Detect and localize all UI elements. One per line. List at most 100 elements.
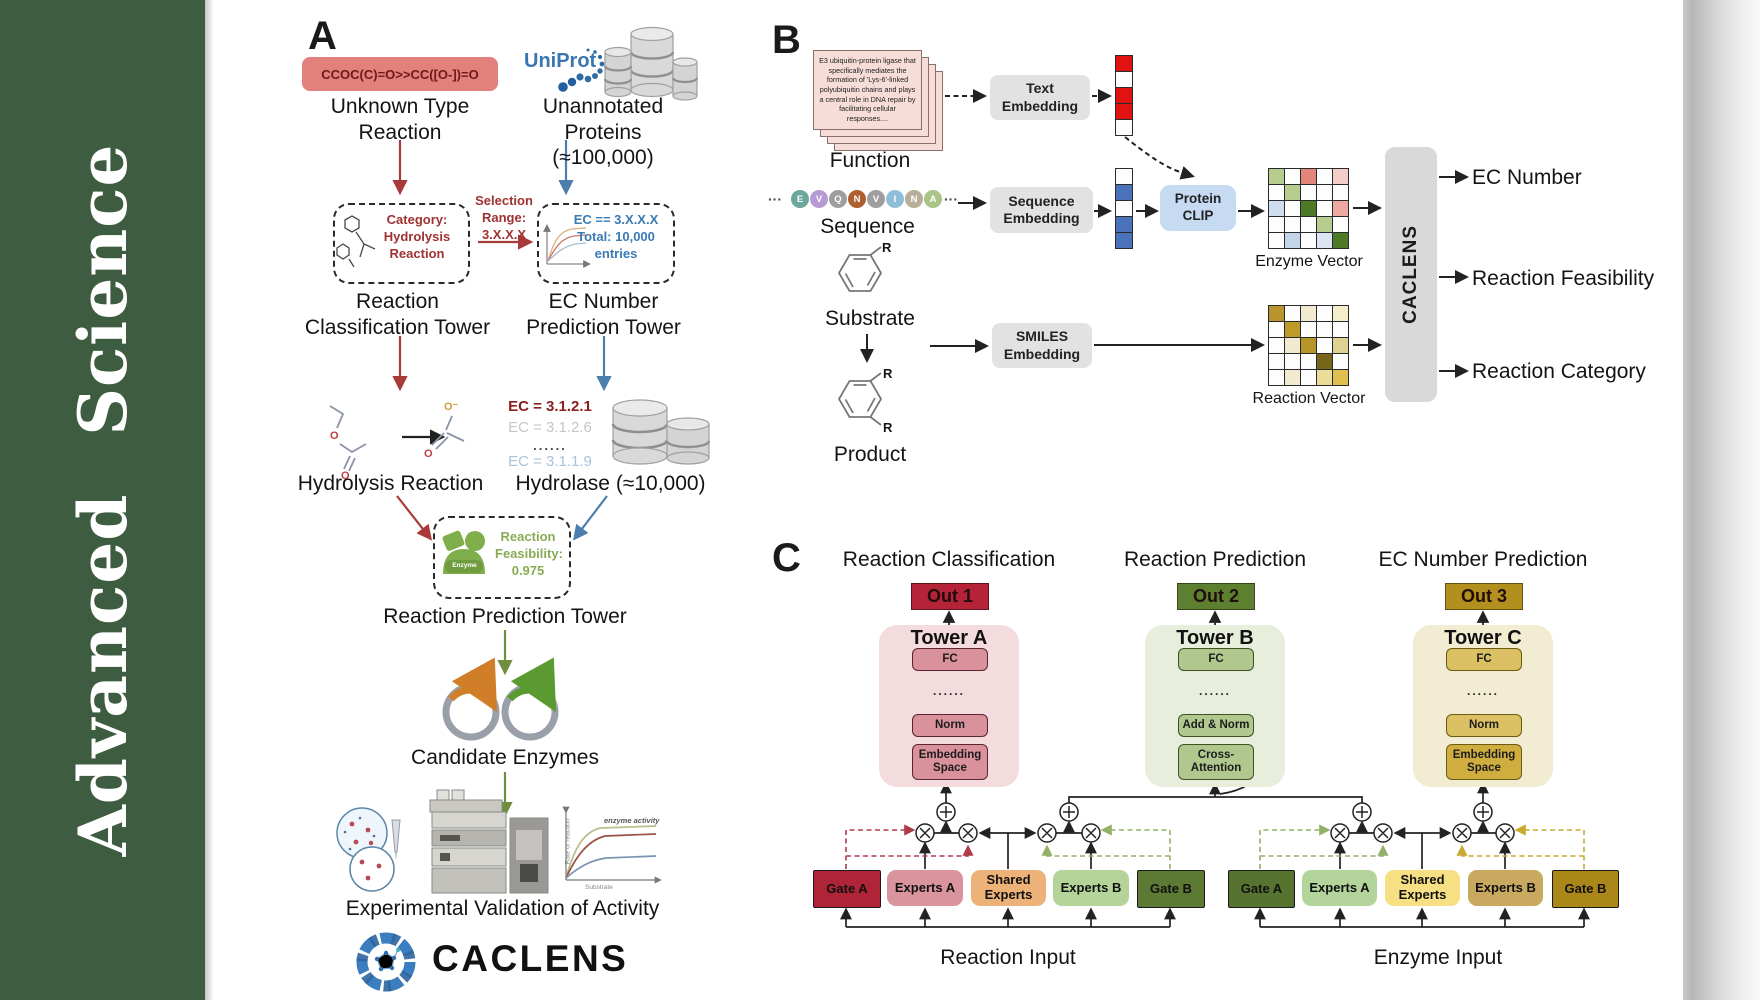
hplc-instrument-icon: [429, 789, 549, 894]
journal-sidebar: Advanced Science: [0, 0, 205, 1000]
category-hydrolysis-text: Category: Hydrolysis Reaction: [383, 212, 451, 261]
tower-a-norm: Norm: [912, 714, 988, 737]
caclens-model-bar: CACLENS: [1385, 147, 1437, 402]
sequence-residues: E V Q N V I N A: [791, 190, 942, 208]
ec-list-item-4: EC = 3.1.1.9: [508, 453, 592, 470]
ec-list-item-1: EC = 3.1.2.1: [508, 398, 592, 415]
tower-a-title: Tower A: [910, 627, 988, 649]
reaction-experts-a: Experts A: [887, 870, 963, 906]
ec-prediction-dashed-box: [537, 203, 675, 284]
residue-circle: Q: [829, 190, 847, 208]
caclens-logo: [356, 932, 416, 992]
out3-box: Out 3: [1445, 583, 1523, 610]
sequence-embedding-vector: [1115, 168, 1133, 249]
tower-c-norm: Norm: [1446, 714, 1522, 737]
product-r-label-1: R: [883, 366, 893, 381]
tower-c-dots: ......: [1466, 684, 1499, 698]
add-ops: [936, 802, 1493, 822]
reaction-gate-a: Gate A: [813, 870, 881, 908]
ec-list-item-2: EC = 3.1.2.6: [508, 419, 592, 436]
enzyme-vector-label: Enzyme Vector: [1255, 253, 1363, 270]
feasibility-score-text: Reaction Feasibility: 0.975: [495, 529, 563, 578]
tower-b-cross-attention: Cross-Attention: [1178, 744, 1254, 780]
reaction-feasibility-dashed-box: [433, 516, 571, 599]
output-reaction-feasibility: Reaction Feasibility: [1472, 267, 1655, 290]
reaction-prediction-tower-label: Reaction Prediction Tower: [383, 605, 627, 628]
enzyme-input-label: Enzyme Input: [1373, 946, 1503, 969]
hydrolysis-reaction-label: Hydrolysis Reaction: [297, 472, 484, 495]
sidebar-shadow: [205, 0, 214, 1000]
sequence-ellipsis-right: ···: [944, 191, 958, 207]
oxygen-atom-2: O: [341, 470, 350, 482]
out1-box: Out 1: [911, 583, 989, 610]
reaction-vector-label: Reaction Vector: [1252, 390, 1366, 407]
substrate-r-label: R: [882, 240, 892, 255]
ec-total-text: EC == 3.X.X.X Total: 10,000 entries: [573, 212, 659, 261]
caclens-bar-text: CACLENS: [1400, 225, 1421, 324]
tower-c-title: Tower C: [1444, 627, 1522, 649]
tower-b-fc: FC: [1178, 648, 1254, 671]
sequence-label: Sequence: [820, 215, 915, 238]
database-icon-hydrolase: [611, 399, 711, 465]
graph-annotation: enzyme activity: [604, 816, 660, 825]
experimental-validation-label: Experimental Validation of Activity: [345, 897, 660, 920]
enzyme-shared-experts: Shared Experts: [1385, 870, 1460, 906]
residue-circle: V: [810, 190, 828, 208]
reaction-classification-tower-label: Reaction Classification Tower: [304, 290, 491, 339]
residue-circle: E: [791, 190, 809, 208]
selection-range-text: Selection Range: 3.X.X.X: [475, 193, 533, 242]
substrate-label: Substrate: [825, 307, 915, 330]
candidate-enzymes-label: Candidate Enzymes: [411, 746, 599, 769]
tower-c-embedding-space: Embedding Space: [1446, 744, 1522, 780]
reaction-shared-experts: Shared Experts: [971, 870, 1046, 906]
panelC-gate-dashes: [845, 824, 1585, 869]
panelC-label: C: [772, 536, 801, 580]
uniprot-logo-text: UniProt: [524, 50, 597, 72]
hydrolase-label: Hydrolase (≈10,000): [515, 472, 706, 495]
oxygen-atom-1: O: [330, 430, 339, 442]
protein-clip-box: Protein CLIP: [1160, 185, 1236, 231]
reaction-experts-b: Experts B: [1053, 870, 1129, 906]
enzyme-icon-label: Enzyme: [452, 562, 477, 569]
out2-box: Out 2: [1177, 583, 1255, 610]
unknown-type-label: Unknown Type Reaction: [330, 95, 470, 144]
acetate-molecule: [431, 415, 465, 450]
product-r-label-2: R: [883, 420, 893, 435]
enzyme-vector-matrix: [1268, 168, 1349, 249]
reaction-input-label: Reaction Input: [940, 946, 1076, 969]
tower-b-dots: ......: [1198, 684, 1231, 698]
tower-b-title: Tower B: [1176, 627, 1254, 649]
enzyme-gate-b: Gate B: [1552, 870, 1619, 908]
oxygen-atom-3: O: [424, 448, 433, 460]
panelC-operators: [915, 802, 1515, 843]
reaction-classification-dashed-box: [333, 203, 470, 284]
tower-a-fc: FC: [912, 648, 988, 671]
reaction-gate-b: Gate B: [1137, 870, 1205, 908]
residue-circle: I: [886, 190, 904, 208]
function-description-text: E3 ubiquitin-protein ligase that specifi…: [819, 56, 916, 123]
residue-circle: N: [905, 190, 923, 208]
header-reaction-prediction: Reaction Prediction: [1123, 548, 1307, 571]
output-ec-number: EC Number: [1472, 166, 1582, 189]
header-reaction-classification: Reaction Classification: [842, 548, 1056, 571]
sequence-embedding-box: Sequence Embedding: [990, 187, 1093, 233]
enzyme-gate-a: Gate A: [1228, 870, 1295, 908]
enzyme-experts-b: Experts B: [1468, 870, 1543, 906]
text-embedding-box: Text Embedding: [990, 75, 1090, 120]
oxygen-anion-atom: O⁻: [444, 401, 459, 413]
residue-circle: N: [848, 190, 866, 208]
benzene-substrate: [837, 246, 883, 292]
smiles-embedding-box: SMILES Embedding: [992, 323, 1092, 368]
panelA-label: A: [308, 14, 337, 58]
tower-c-fc: FC: [1446, 648, 1522, 671]
plasmid-icons: [442, 657, 559, 741]
panelB-label: B: [772, 18, 801, 62]
multiply-ops: [915, 823, 1515, 843]
function-label: Function: [829, 149, 911, 172]
panelB-arrows: [860, 89, 1469, 378]
journal-title: Advanced Science: [63, 143, 142, 857]
header-ec-number-prediction: EC Number Prediction: [1378, 548, 1588, 571]
ec-list-dots: ......: [533, 438, 567, 453]
graph-ylabel: Rate of reaction: [564, 818, 572, 865]
